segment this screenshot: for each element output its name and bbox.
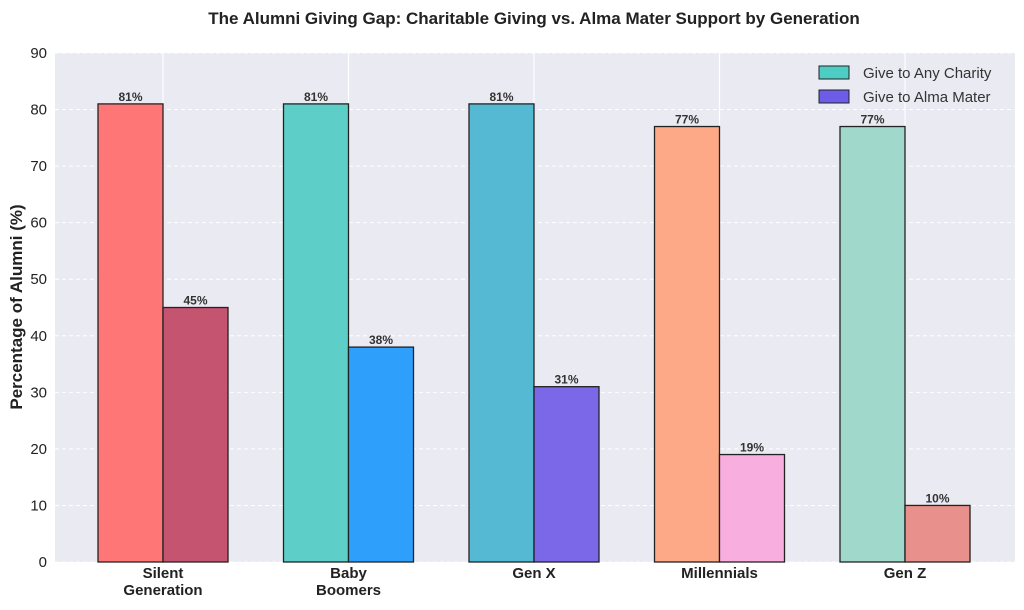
legend-label-charity: Give to Any Charity	[863, 65, 992, 82]
legend-label-alma-mater: Give to Alma Mater	[863, 89, 991, 106]
x-tick-label: Silent Generation	[123, 565, 202, 599]
legend-swatch-alma-mater	[818, 89, 850, 104]
bar-charity	[468, 103, 535, 563]
y-tick-label: 90	[30, 45, 47, 62]
y-tick-label: 20	[30, 441, 47, 458]
data-label: 38%	[369, 333, 393, 347]
bar-charity	[282, 103, 350, 563]
legend-swatch-charity	[818, 65, 850, 80]
y-tick-label: 60	[30, 215, 47, 232]
bar-alma-mater	[162, 306, 229, 563]
bar-alma-mater	[904, 504, 971, 563]
y-tick-label: 10	[30, 497, 47, 514]
data-label: 81%	[489, 90, 513, 104]
x-tick-label: Gen X	[512, 565, 555, 582]
data-label: 81%	[118, 90, 142, 104]
y-tick-label: 50	[30, 271, 47, 288]
legend: Give to Any Charity Give to Alma Mater	[818, 65, 992, 106]
bar-alma-mater	[718, 453, 786, 563]
x-tick-label: Baby Boomers	[316, 565, 381, 599]
bar-charity	[839, 125, 906, 563]
data-label: 81%	[304, 90, 328, 104]
data-label: 10%	[925, 491, 949, 505]
y-tick-label: 80	[30, 102, 47, 119]
x-tick-label: Gen Z	[884, 565, 927, 582]
y-tick-label: 30	[30, 384, 47, 401]
data-label: 31%	[554, 373, 578, 387]
y-tick-label: 40	[30, 328, 47, 345]
y-axis-label: Percentage of Alumni (%)	[7, 204, 26, 409]
bar-charity	[97, 103, 164, 563]
y-tick-label: 70	[30, 158, 47, 175]
data-label: 77%	[860, 113, 884, 127]
chart-title: The Alumni Giving Gap: Charitable Giving…	[208, 9, 859, 28]
bar-alma-mater	[347, 346, 415, 563]
data-label: 19%	[740, 441, 764, 455]
data-label: 77%	[675, 113, 699, 127]
bar-charity	[653, 125, 721, 563]
bar-alma-mater	[533, 386, 600, 563]
data-label: 45%	[183, 294, 207, 308]
x-tick-label: Millennials	[681, 565, 758, 582]
y-tick-label: 0	[39, 554, 47, 571]
